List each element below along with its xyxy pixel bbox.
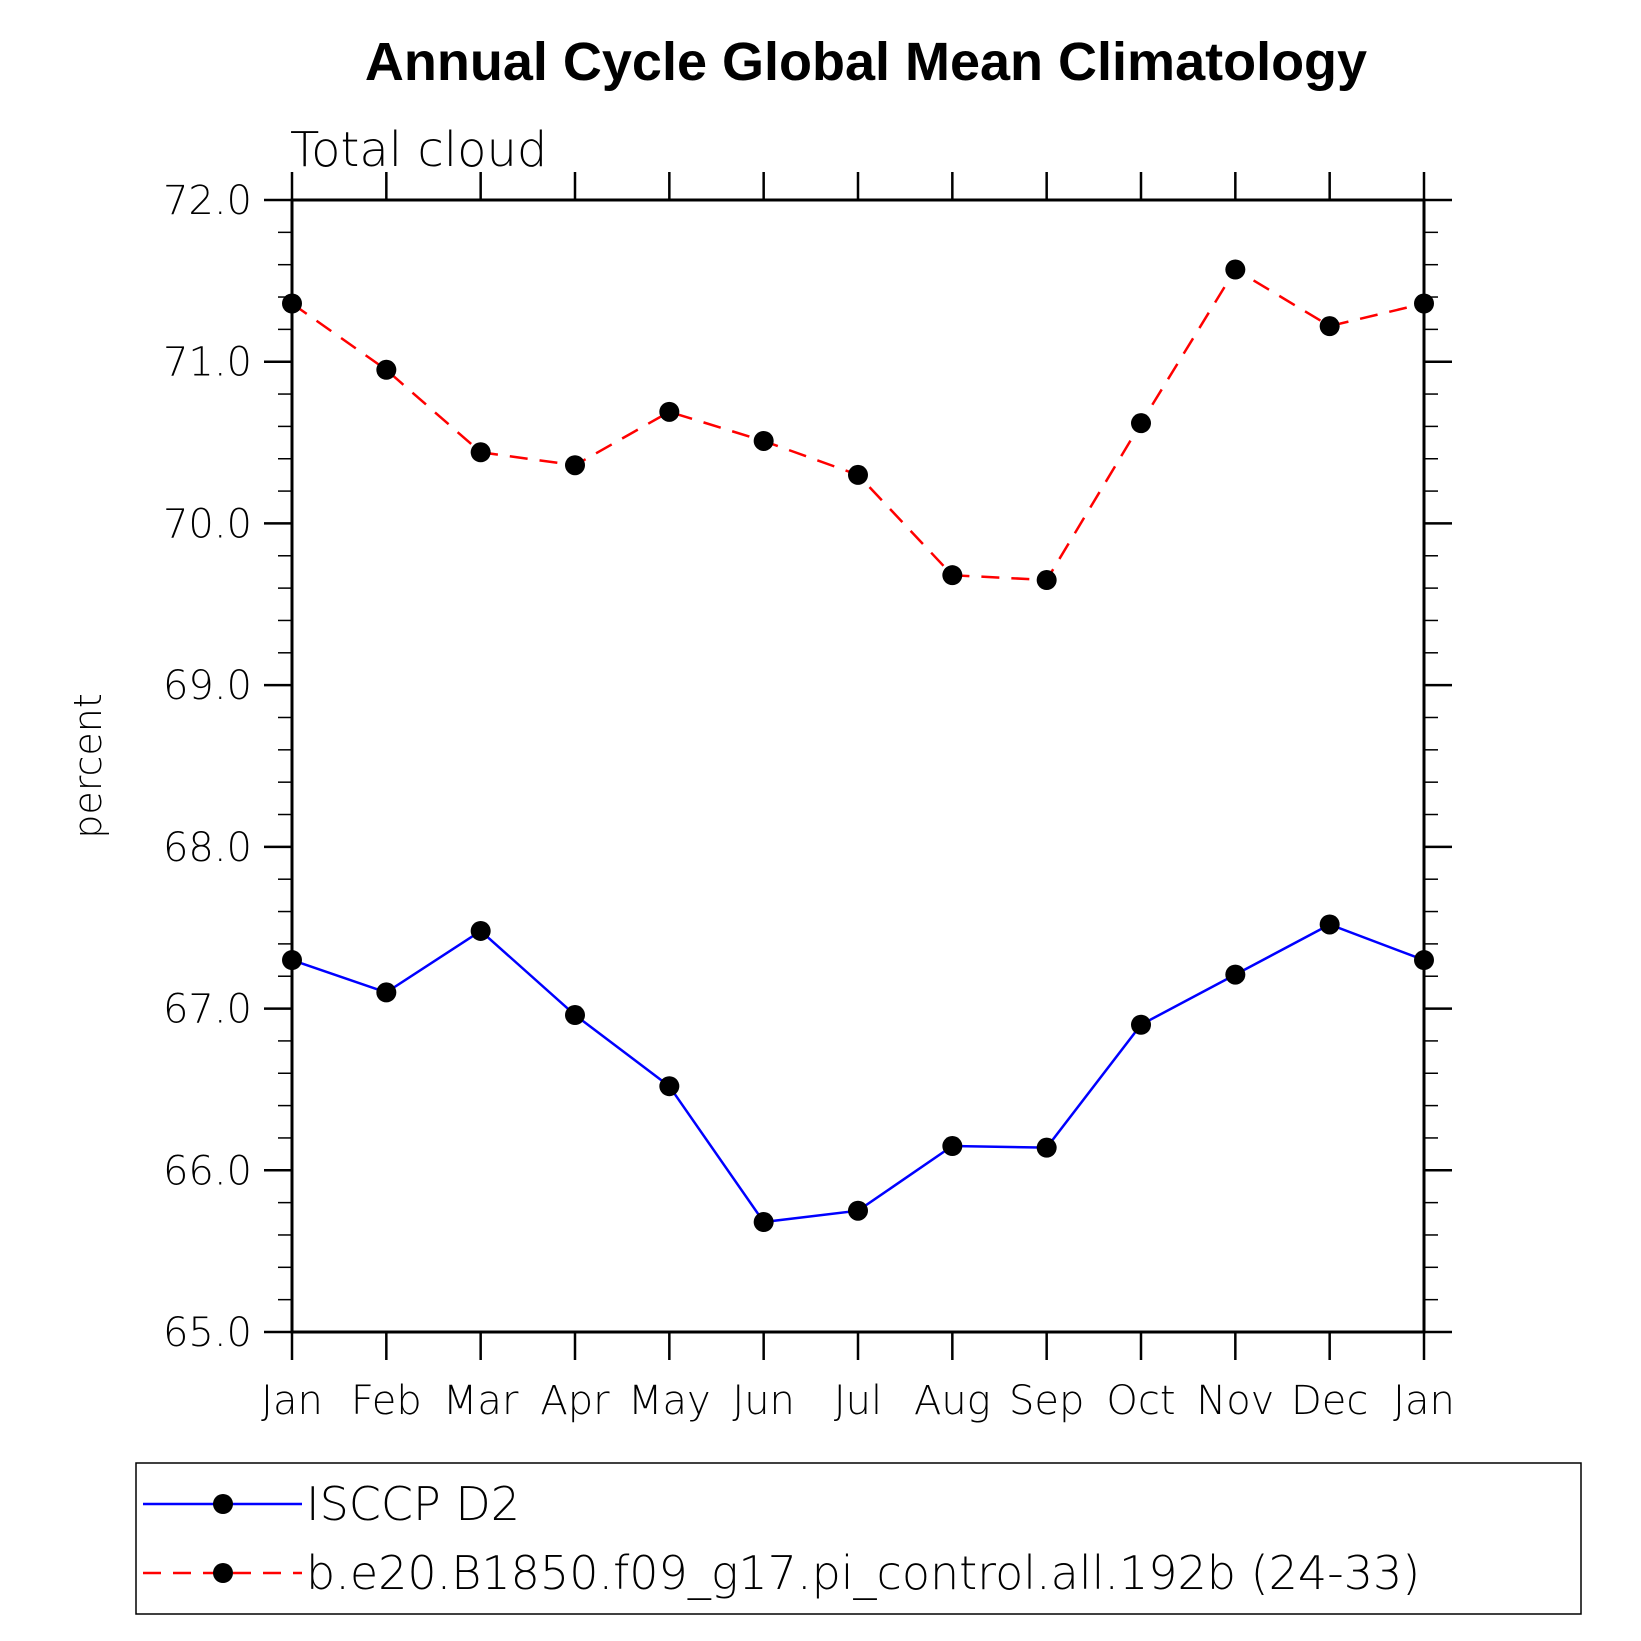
x-tick-label: Apr bbox=[540, 1378, 610, 1424]
legend-marker bbox=[213, 1494, 233, 1514]
data-point bbox=[659, 1076, 680, 1097]
data-point bbox=[282, 293, 302, 314]
x-tick-label: Nov bbox=[1196, 1378, 1274, 1424]
data-point bbox=[1131, 1014, 1151, 1035]
x-tick-label: Aug bbox=[914, 1378, 991, 1424]
legend-item-1: b.e20.B1850.f09_g17.pi_control.all.192b … bbox=[143, 1546, 1420, 1600]
data-point bbox=[942, 565, 963, 586]
data-point bbox=[1036, 1137, 1057, 1158]
x-tick-label: Mar bbox=[443, 1378, 519, 1424]
y-tick-label: 72.0 bbox=[163, 178, 252, 224]
data-point bbox=[1225, 259, 1246, 280]
x-tick-label: May bbox=[628, 1378, 711, 1424]
data-point bbox=[565, 1005, 585, 1026]
data-point bbox=[1319, 316, 1340, 337]
data-point bbox=[376, 982, 397, 1003]
x-tick-label: Jun bbox=[732, 1378, 795, 1424]
y-tick-label: 70.0 bbox=[163, 501, 252, 547]
y-tick-label: 68.0 bbox=[163, 825, 252, 871]
data-point bbox=[753, 1212, 774, 1233]
data-point bbox=[1036, 570, 1057, 591]
x-tick-label: Sep bbox=[1009, 1378, 1084, 1424]
data-point bbox=[470, 920, 491, 941]
series-line-0 bbox=[291, 923, 1425, 1224]
x-tick-label: Oct bbox=[1106, 1378, 1175, 1424]
x-axis-ticks: Jan Feb Mar Apr May Jun Jul Aug Sep Oct Nov Dec Jan bbox=[261, 172, 1455, 1424]
legend-item-0: ISCCP D2 bbox=[143, 1477, 520, 1531]
data-point bbox=[1131, 413, 1151, 434]
y-axis-label: percent bbox=[66, 693, 110, 839]
chart-title: Annual Cycle Global Mean Climatology bbox=[365, 32, 1367, 92]
data-point bbox=[376, 359, 397, 380]
data-point bbox=[753, 430, 774, 451]
data-point bbox=[848, 1200, 868, 1221]
legend: ISCCP D2 b.e20.B1850.f09_g17.pi_control.… bbox=[135, 1462, 1582, 1615]
data-point bbox=[942, 1136, 963, 1157]
data-point bbox=[659, 401, 680, 422]
data-point bbox=[470, 442, 491, 463]
y-tick-label: 66.0 bbox=[163, 1148, 252, 1194]
y-axis-ticks: 65.0 66.0 67.0 68.0 69.0 70.0 71.0 72.0 bbox=[163, 178, 1452, 1356]
data-point bbox=[1319, 914, 1340, 935]
x-tick-label: Jan bbox=[261, 1378, 323, 1424]
x-tick-label: Jan bbox=[1393, 1378, 1455, 1424]
legend-marker bbox=[213, 1563, 233, 1583]
data-point bbox=[1225, 964, 1246, 985]
y-tick-label: 69.0 bbox=[163, 663, 252, 709]
legend-label: b.e20.B1850.f09_g17.pi_control.all.192b … bbox=[306, 1546, 1420, 1600]
x-tick-label: Jul bbox=[834, 1378, 882, 1424]
data-point bbox=[1414, 950, 1434, 971]
y-tick-label: 67.0 bbox=[163, 987, 252, 1033]
chart-subtitle: Total cloud bbox=[290, 122, 547, 178]
x-tick-label: Dec bbox=[1291, 1378, 1368, 1424]
data-point bbox=[1414, 293, 1434, 314]
y-tick-label: 71.0 bbox=[163, 340, 252, 386]
data-point bbox=[282, 950, 302, 971]
y-tick-label: 65.0 bbox=[163, 1310, 252, 1356]
data-point bbox=[565, 455, 585, 476]
series-layer bbox=[282, 259, 1434, 1233]
legend-box bbox=[135, 1462, 1582, 1615]
series-line-1 bbox=[291, 267, 1425, 582]
x-tick-label: Feb bbox=[351, 1378, 422, 1424]
data-point bbox=[848, 464, 868, 485]
plot-frame bbox=[290, 198, 1426, 1334]
legend-label: ISCCP D2 bbox=[306, 1477, 520, 1531]
plot-area: 65.0 66.0 67.0 68.0 69.0 70.0 71.0 72.0 Jan Feb M… bbox=[163, 172, 1455, 1424]
